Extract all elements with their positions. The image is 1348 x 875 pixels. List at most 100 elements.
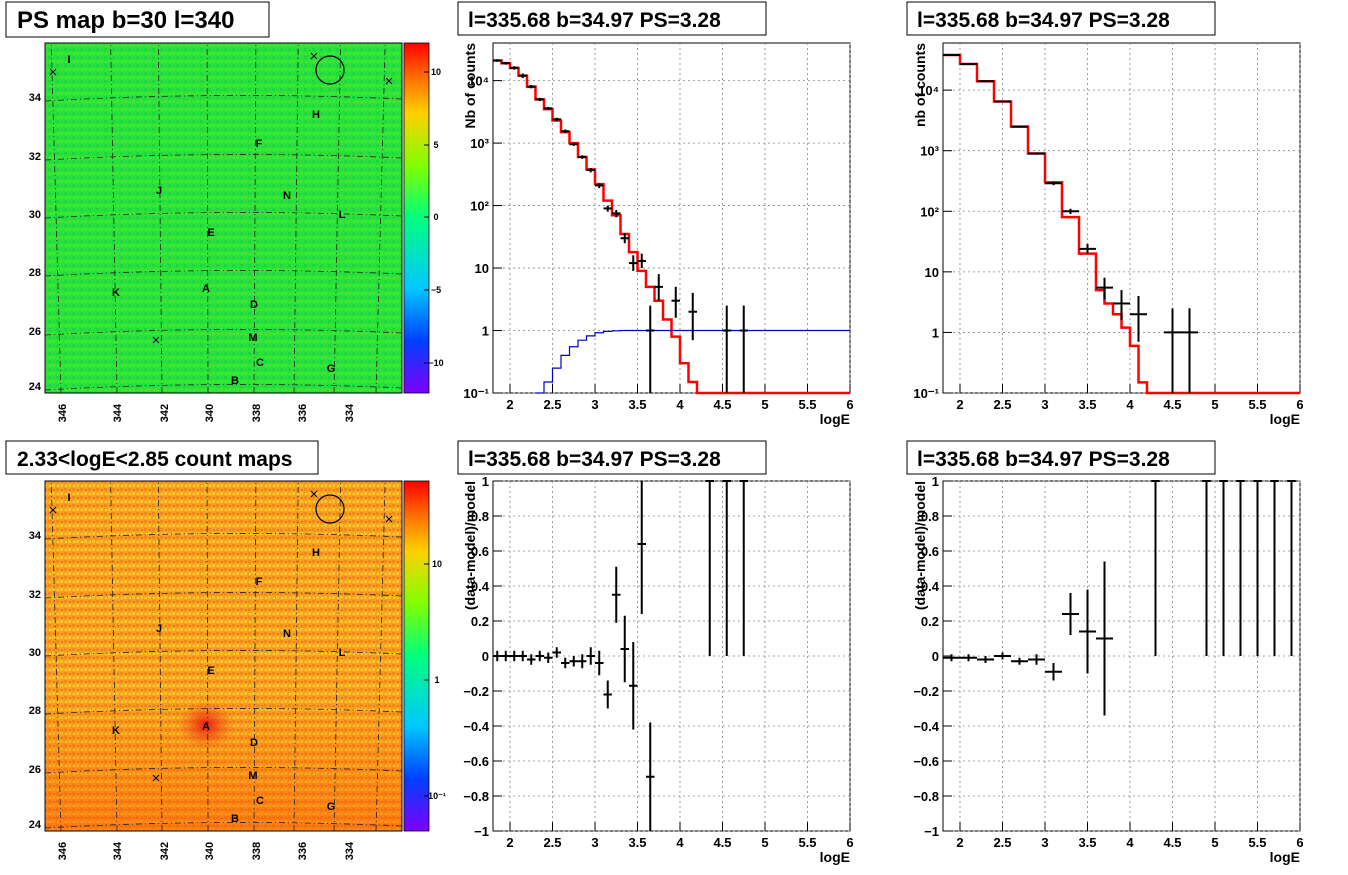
palette1-tick-label: 0: [433, 212, 438, 222]
map1-grid-lines: [44, 42, 403, 394]
map-x-tick-label: 334: [344, 841, 356, 860]
x-axis-label: logE: [1270, 411, 1300, 427]
data-point: [960, 63, 977, 66]
spectrum-panel-2: l=335.68 b=34.97 PS=3.28 2 2.5 3 3.5 4 4.5 5 5.5…: [906, 1, 1304, 427]
data-point: [527, 85, 536, 89]
data-point: [569, 142, 578, 146]
y-tick-label: 1: [482, 474, 489, 489]
map-source-label-g: G: [327, 363, 336, 375]
residual-point: [1011, 657, 1028, 665]
data-point: [535, 97, 544, 102]
map-source-label-f: F: [256, 576, 263, 588]
residual-point: [705, 480, 714, 656]
y-axis-label: (data-model)/model: [462, 481, 478, 610]
data-point: [637, 253, 646, 269]
map1-title: PS map b=30 l=340: [17, 7, 234, 34]
data-point: [586, 167, 595, 173]
y-tick-label: −0.4: [463, 719, 489, 734]
residual-point: [561, 657, 570, 669]
spectrum-panels: l=335.68 b=34.97 PS=3.28 2 2.5 3 3.5 4 4.5 5 5.5…: [457, 1, 1304, 865]
map-x-tick-label: 336: [297, 404, 309, 422]
x-tick-label: 2: [506, 835, 513, 850]
x-tick-label: 4.5: [1163, 835, 1181, 850]
map-y-tick-label: 26: [29, 764, 41, 776]
map-y-tick-label: 30: [29, 647, 41, 659]
map2-y-ticks: 24 26 28 30 32 34: [29, 530, 42, 831]
y-tick-label: 10²: [470, 199, 489, 214]
y-tick-label: 0: [482, 649, 489, 664]
x-tick-label: 2.5: [543, 397, 561, 412]
map2-x-ticks: 346 344 342 340 338 336 334: [57, 841, 356, 860]
map-y-tick-label: 24: [29, 819, 42, 831]
residual-point: [943, 654, 960, 662]
x-tick-label: 5: [1211, 397, 1218, 412]
y-tick-label: 10⁴: [918, 83, 939, 98]
map-source-label-b: B: [231, 813, 239, 825]
x-axis-label: logE: [820, 411, 850, 427]
y-tick-label: −0.2: [913, 684, 939, 699]
residual-point: [493, 650, 502, 662]
map-y-tick-label: 32: [29, 151, 41, 163]
map-cross-marker: [310, 490, 318, 498]
data-point: [578, 155, 587, 159]
palette1-tick-label: −5: [431, 285, 441, 295]
x-tick-label: 4: [676, 397, 684, 412]
panel-title: l=335.68 b=34.97 PS=3.28: [917, 448, 1170, 471]
map-source-label-h: H: [312, 109, 320, 121]
data-point: [739, 305, 748, 393]
data-point: [620, 233, 629, 244]
residual-point: [603, 680, 612, 709]
x-tick-label: 3.5: [1078, 397, 1096, 412]
data-point: [1062, 208, 1079, 215]
data-point: [1045, 181, 1062, 186]
palette1-tick-label: 10: [431, 67, 441, 77]
data-point: [977, 80, 994, 83]
map-source-label-j: J: [156, 623, 162, 635]
residual-point: [977, 656, 994, 663]
map2-title: 2.33<logE<2.85 count maps: [17, 448, 292, 471]
map-source-label-e: E: [207, 227, 214, 239]
y-tick-label: −0.2: [463, 684, 489, 699]
map-x-tick-label: 340: [204, 404, 216, 422]
residual-point: [629, 642, 638, 730]
data-point: [722, 305, 731, 393]
map-x-tick-label: 342: [159, 842, 171, 860]
map-x-tick-label: 344: [112, 841, 124, 860]
x-tick-label: 4: [1126, 397, 1134, 412]
map2-markers: I H F J N L E A K D M C B G: [49, 490, 393, 825]
y-tick-label: 0.6: [921, 544, 939, 559]
x-tick-label: 6: [1296, 397, 1303, 412]
map-source-label-l: L: [339, 647, 346, 659]
panel-title-box: [906, 1, 1216, 36]
y-tick-label: −1: [474, 824, 489, 839]
map-y-tick-label: 28: [29, 267, 41, 279]
map-cross-marker: [152, 774, 160, 782]
map-x-tick-label: 346: [57, 842, 69, 860]
x-tick-label: 5.5: [798, 835, 816, 850]
map1-palette-ticks: 10 5 0 −5 −10: [424, 67, 444, 368]
map-source-label-k: K: [112, 287, 120, 299]
data-point: [1011, 125, 1028, 128]
x-tick-label: 2.5: [993, 397, 1011, 412]
panel-title-box: [906, 440, 1216, 475]
panel-title: l=335.68 b=34.97 PS=3.28: [468, 9, 721, 32]
y-tick-label: −1: [924, 824, 939, 839]
map2-grid-lines: [44, 480, 403, 832]
residual-point: [1096, 561, 1113, 716]
y-tick-label: 10: [475, 261, 489, 276]
residual-point: [1270, 480, 1279, 656]
x-tick-label: 6: [846, 397, 853, 412]
map-source-label-n: N: [283, 628, 291, 640]
data-point: [552, 117, 561, 122]
y-tick-label: −0.8: [913, 789, 939, 804]
panel-title-box: [457, 440, 767, 475]
residual-point: [535, 650, 544, 662]
x-tick-label: 6: [1296, 835, 1303, 850]
y-tick-label: 10: [925, 265, 939, 280]
map1-title-box: [5, 1, 270, 38]
data-point: [493, 59, 502, 62]
x-tick-label: 5: [1211, 835, 1218, 850]
map-source-label-f: F: [256, 138, 263, 150]
residual-point: [960, 654, 977, 662]
